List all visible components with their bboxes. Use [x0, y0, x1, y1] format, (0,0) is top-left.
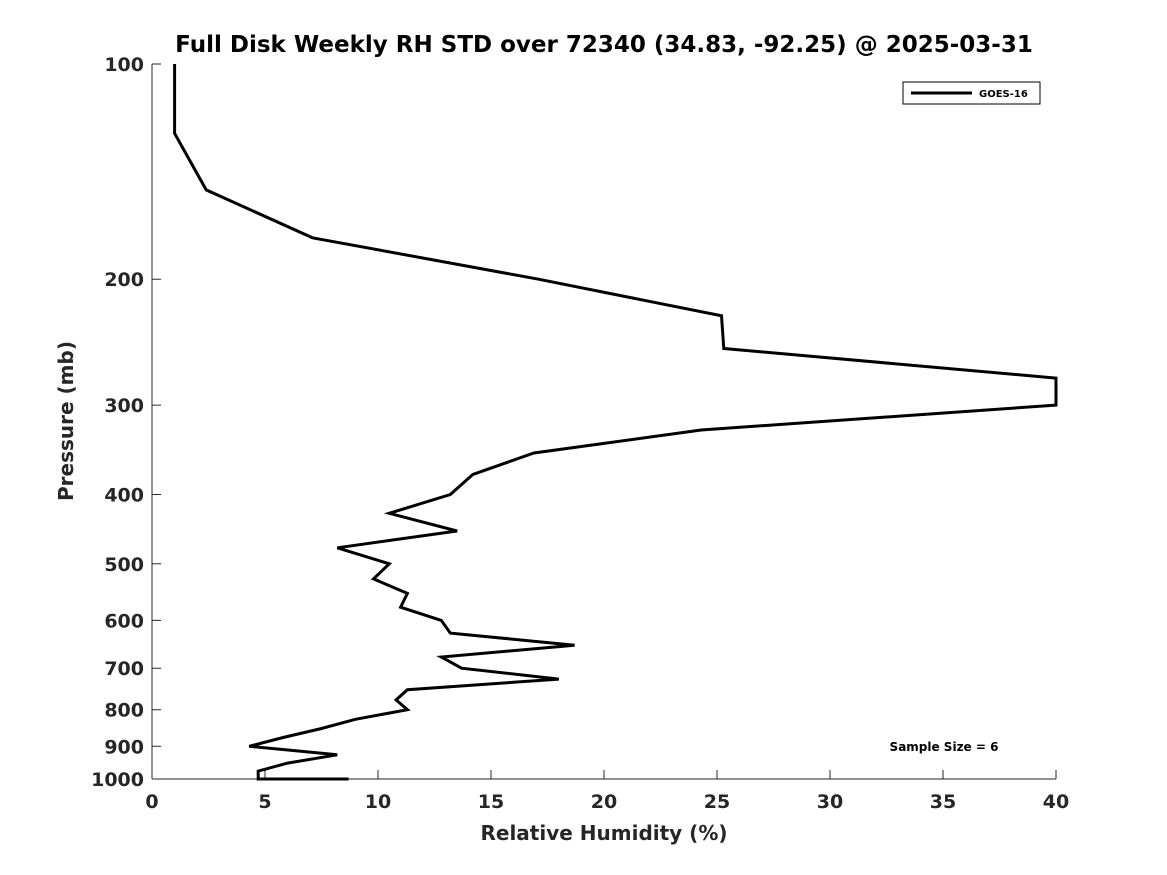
x-tick-label: 30 — [817, 791, 843, 813]
y-tick-label: 900 — [104, 736, 144, 758]
x-axis-label: Relative Humidity (%) — [480, 821, 727, 845]
y-tick-label: 100 — [104, 54, 144, 76]
series-line-goes-16 — [173, 64, 1058, 781]
x-tick-label: 15 — [478, 791, 504, 813]
y-tick-label: 1000 — [91, 769, 144, 791]
y-tick-label: 500 — [104, 554, 144, 576]
y-tick-label: 600 — [104, 610, 144, 632]
x-tick-label: 0 — [145, 791, 158, 813]
y-tick-label: 300 — [104, 395, 144, 417]
x-tick-label: 40 — [1043, 791, 1069, 813]
y-tick-label: 800 — [104, 700, 144, 722]
x-tick-label: 35 — [930, 791, 956, 813]
x-tick-label: 20 — [591, 791, 617, 813]
legend: GOES-16 — [902, 81, 1041, 105]
y-tick-label: 400 — [104, 484, 144, 506]
x-tick-label: 25 — [704, 791, 730, 813]
y-tick-label: 700 — [104, 658, 144, 680]
y-axis-label: Pressure (mb) — [54, 341, 78, 501]
x-tick-label: 5 — [258, 791, 271, 813]
y-tick-label: 200 — [104, 269, 144, 291]
chart-title: Full Disk Weekly RH STD over 72340 (34.8… — [175, 32, 1033, 58]
legend-label-goes-16: GOES-16 — [979, 89, 1028, 100]
x-tick-label: 10 — [365, 791, 391, 813]
sample-size-annotation: Sample Size = 6 — [890, 740, 999, 754]
